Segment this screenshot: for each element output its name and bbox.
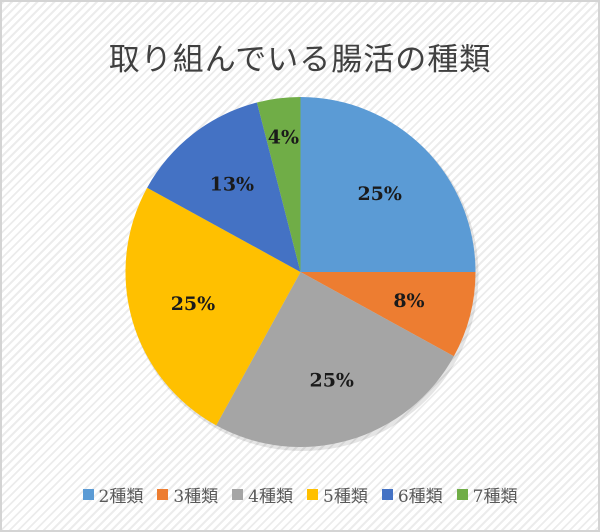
legend-label: 4種類 (248, 486, 293, 507)
legend: 2種類 3種類 4種類 5種類 6種類 7種類 (0, 482, 600, 507)
legend-item-6: 6種類 (381, 482, 443, 507)
legend-swatch-icon (232, 488, 244, 500)
legend-swatch-icon (307, 488, 318, 500)
pie-slice-7種類 (256, 97, 301, 272)
legend-item-5: 5種類 (307, 482, 368, 507)
legend-label: 3種類 (173, 486, 219, 507)
pie-slice-4種類 (216, 272, 454, 448)
legend-item-2: 2種類 (82, 482, 144, 507)
data-label: 25% (171, 293, 216, 315)
legend-swatch-icon (381, 488, 393, 500)
data-label: 25% (309, 370, 354, 392)
legend-label: 2種類 (98, 486, 144, 507)
data-label: 8% (393, 290, 424, 312)
pie-slice-6種類 (147, 102, 301, 272)
legend-item-7: 7種類 (456, 482, 518, 507)
legend-item-3: 3種類 (157, 482, 218, 507)
legend-swatch-icon (456, 488, 468, 500)
pie-slice-5種類 (125, 187, 301, 426)
data-label: 25% (357, 183, 402, 205)
data-label: 13% (210, 174, 255, 196)
legend-label: 6種類 (397, 486, 443, 507)
legend-swatch-icon (82, 488, 94, 500)
data-label: 4% (268, 127, 299, 149)
pie-slice-2種類 (300, 97, 476, 272)
legend-swatch-icon (157, 488, 169, 500)
legend-label: 5種類 (323, 486, 368, 507)
legend-label: 7種類 (472, 486, 518, 507)
legend-item-4: 4種類 (232, 482, 293, 507)
chart-title: 取り組んでいる腸活の種類 (108, 42, 492, 78)
pie-slice-3種類 (300, 272, 476, 357)
